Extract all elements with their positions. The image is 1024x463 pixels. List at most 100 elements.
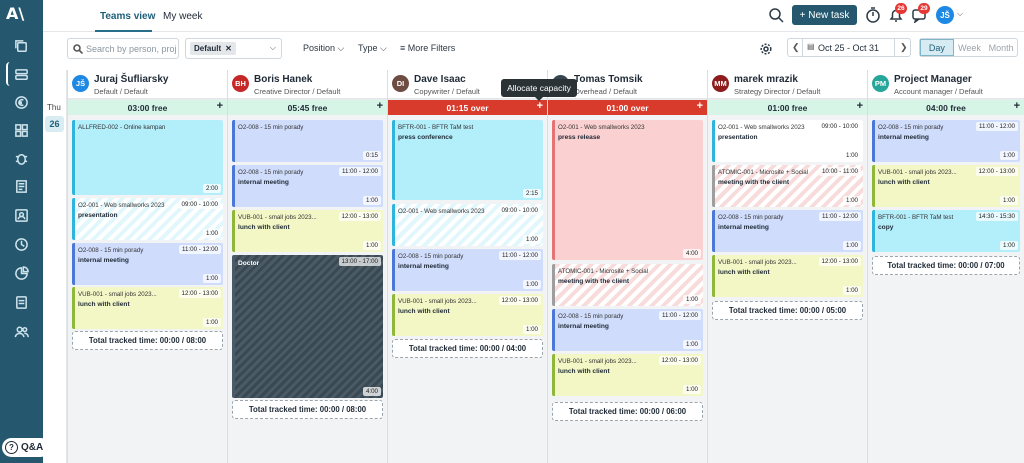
qa-button[interactable]: ? Q&A xyxy=(2,438,51,457)
task-card[interactable]: O2-008 - 15 min porady internal meeting 11… xyxy=(872,120,1020,162)
task-card[interactable]: ALLFRED-002 - Online kampan 2:00 xyxy=(72,120,223,195)
task-card[interactable]: Doctor 13:00 - 17:00 4:00 xyxy=(232,255,383,398)
task-card[interactable]: O2-008 - 15 min porady internal meeting 11… xyxy=(232,165,383,207)
task-card[interactable]: O2-008 - 15 min porady internal meeting 11… xyxy=(712,210,863,252)
capacity-bar[interactable]: 01:00 over + xyxy=(548,100,707,115)
column-body: O2-001 - Web smallworks 2023 press releas… xyxy=(548,115,707,463)
sidebar-item-invoice[interactable] xyxy=(8,174,35,198)
more-filters-button[interactable]: ≡ More Filters xyxy=(400,43,455,53)
task-duration: 2:00 xyxy=(202,184,221,193)
new-task-button[interactable]: + New task xyxy=(792,5,857,25)
avatar[interactable]: BH xyxy=(232,75,249,92)
search-input[interactable]: Search by person, proj xyxy=(67,38,179,59)
task-card[interactable]: O2-008 - 15 min porady internal meeting 11… xyxy=(72,243,223,285)
task-card[interactable]: VUB-001 - small jobs 2023... lunch with c… xyxy=(872,165,1020,207)
task-card[interactable]: O2-001 - Web smallworks 2023 press releas… xyxy=(552,120,703,260)
allocate-plus-icon[interactable]: + xyxy=(216,100,223,112)
task-card[interactable]: VUB-001 - small jobs 2023... lunch with c… xyxy=(552,354,703,396)
allocate-plus-icon[interactable]: + xyxy=(376,100,383,112)
capacity-bar[interactable]: 03:00 free + xyxy=(68,100,227,115)
view-switcher: Day Week Month xyxy=(919,38,1018,57)
sidebar-item-schedule[interactable] xyxy=(6,62,35,86)
avatar[interactable]: PM xyxy=(872,75,889,92)
task-card[interactable]: BFTR-001 - BFTR TaM test copy 14:30 - 15:3… xyxy=(872,210,1020,252)
day-column: Thu 26 xyxy=(43,70,67,463)
allocate-plus-icon[interactable]: + xyxy=(536,100,543,112)
task-card[interactable]: O2-001 - Web smallworks 2023 presentation… xyxy=(72,198,223,240)
avatar[interactable]: MM xyxy=(712,75,729,92)
capacity-bar[interactable]: 01:00 free + xyxy=(708,100,867,115)
allocate-plus-icon[interactable]: + xyxy=(856,100,863,112)
sidebar-item-chart[interactable] xyxy=(8,261,35,285)
sidebar-item-copy[interactable] xyxy=(8,34,35,58)
allocate-plus-icon[interactable]: + xyxy=(1013,100,1020,112)
tab-my-week[interactable]: My week xyxy=(163,11,203,22)
task-card[interactable]: VUB-001 - small jobs 2023... lunch with c… xyxy=(72,287,223,329)
tab-teams-view[interactable]: Teams view xyxy=(100,11,156,22)
task-project: O2-008 - 15 min porady xyxy=(718,214,784,221)
chevron-down-icon[interactable]: ⌵ xyxy=(957,9,964,18)
task-title: press conference xyxy=(398,134,453,141)
chevron-down-icon[interactable]: ⌵ xyxy=(269,43,276,52)
total-tracked-time[interactable]: Total tracked time: 00:00 / 05:00 xyxy=(712,301,863,320)
day-number[interactable]: 26 xyxy=(45,116,64,132)
person-header[interactable]: MM marek mrazik Strategy Director / Defaul… xyxy=(708,70,867,99)
view-week[interactable]: Week xyxy=(958,42,981,53)
total-tracked-time[interactable]: Total tracked time: 00:00 / 08:00 xyxy=(232,400,383,419)
sidebar-item-grid[interactable] xyxy=(8,118,35,142)
chevron-right-icon[interactable]: ❯ xyxy=(900,42,908,52)
capacity-bar[interactable]: 04:00 free + xyxy=(868,100,1024,115)
task-card[interactable]: VUB-001 - small jobs 2023... lunch with c… xyxy=(712,255,863,297)
task-card[interactable]: ATOMIC-001 - Microsite + Social meeting w… xyxy=(552,264,703,306)
avatar[interactable]: JŠ xyxy=(72,75,89,92)
column-body: O2-001 - Web smallworks 2023 presentation… xyxy=(708,115,867,463)
task-time: 09:00 - 10:00 xyxy=(818,122,861,131)
sidebar-item-bug[interactable] xyxy=(8,146,35,170)
sidebar-item-clock[interactable] xyxy=(8,232,35,256)
view-day[interactable]: Day xyxy=(920,39,954,56)
task-project: BFTR-001 - BFTR TaM test xyxy=(878,214,954,221)
allocate-plus-icon[interactable]: + xyxy=(696,100,703,112)
view-month[interactable]: Month xyxy=(988,42,1014,53)
task-card[interactable]: VUB-001 - small jobs 2023... lunch with c… xyxy=(232,210,383,252)
avatar[interactable]: DI xyxy=(392,75,409,92)
task-card[interactable]: O2-001 - Web smallworks 2023 09:00 - 10:0… xyxy=(392,204,543,246)
sidebar-item-document[interactable] xyxy=(8,290,35,314)
person-header[interactable]: BH Boris Hanek Creative Director / Default xyxy=(228,70,387,99)
task-card[interactable]: O2-008 - 15 min porady internal meeting 11… xyxy=(552,309,703,351)
task-time: 12:00 - 13:00 xyxy=(975,167,1018,176)
person-header[interactable]: JŠ Juraj Šufliarsky Default / Default xyxy=(68,70,227,99)
total-tracked-time[interactable]: Total tracked time: 00:00 / 08:00 xyxy=(72,331,223,350)
task-card[interactable]: O2-008 - 15 min porady internal meeting 11… xyxy=(392,249,543,291)
app-logo[interactable]: A\ xyxy=(6,4,25,23)
person-header[interactable]: PM Project Manager Account manager / Defau… xyxy=(868,70,1024,99)
task-card[interactable]: O2-001 - Web smallworks 2023 presentation… xyxy=(712,120,863,162)
timer-icon[interactable] xyxy=(865,7,881,23)
capacity-bar[interactable]: 05:45 free + xyxy=(228,100,387,115)
preset-select[interactable]: Default ✕ ⌵ xyxy=(185,38,282,59)
euro-icon xyxy=(15,95,28,109)
task-duration: 1:00 xyxy=(202,274,221,283)
task-time: 11:00 - 12:00 xyxy=(498,251,541,260)
total-tracked-time[interactable]: Total tracked time: 00:00 / 04:00 xyxy=(392,339,543,358)
total-tracked-time[interactable]: Total tracked time: 00:00 / 06:00 xyxy=(552,402,703,421)
sidebar-item-contact[interactable] xyxy=(8,203,35,227)
chevron-left-icon[interactable]: ❮ xyxy=(792,42,800,52)
close-icon[interactable]: ✕ xyxy=(225,44,232,53)
capacity-bar[interactable]: 01:15 over + xyxy=(388,100,547,115)
position-filter[interactable]: Position ⌵ xyxy=(303,43,344,54)
total-tracked-time[interactable]: Total tracked time: 00:00 / 07:00 xyxy=(872,256,1020,275)
gear-icon[interactable] xyxy=(760,42,772,55)
date-range-picker[interactable]: ❮ ▤ Oct 25 - Oct 31 ❯ xyxy=(787,38,911,57)
search-icon[interactable] xyxy=(768,7,784,23)
task-project: O2-008 - 15 min porady xyxy=(78,247,144,254)
task-card[interactable]: VUB-001 - small jobs 2023... lunch with c… xyxy=(392,294,543,336)
user-avatar[interactable]: JŠ xyxy=(936,6,954,24)
type-filter[interactable]: Type ⌵ xyxy=(358,43,387,54)
task-card[interactable]: BFTR-001 - BFTR TaM test press conference… xyxy=(392,120,543,200)
task-card[interactable]: O2-008 - 15 min porady 0:15 xyxy=(232,120,383,162)
schedule-icon xyxy=(15,68,28,80)
sidebar-item-people[interactable] xyxy=(8,319,35,343)
sidebar-item-euro[interactable] xyxy=(8,90,35,114)
task-card[interactable]: ATOMIC-001 - Microsite + Social meeting w… xyxy=(712,165,863,207)
